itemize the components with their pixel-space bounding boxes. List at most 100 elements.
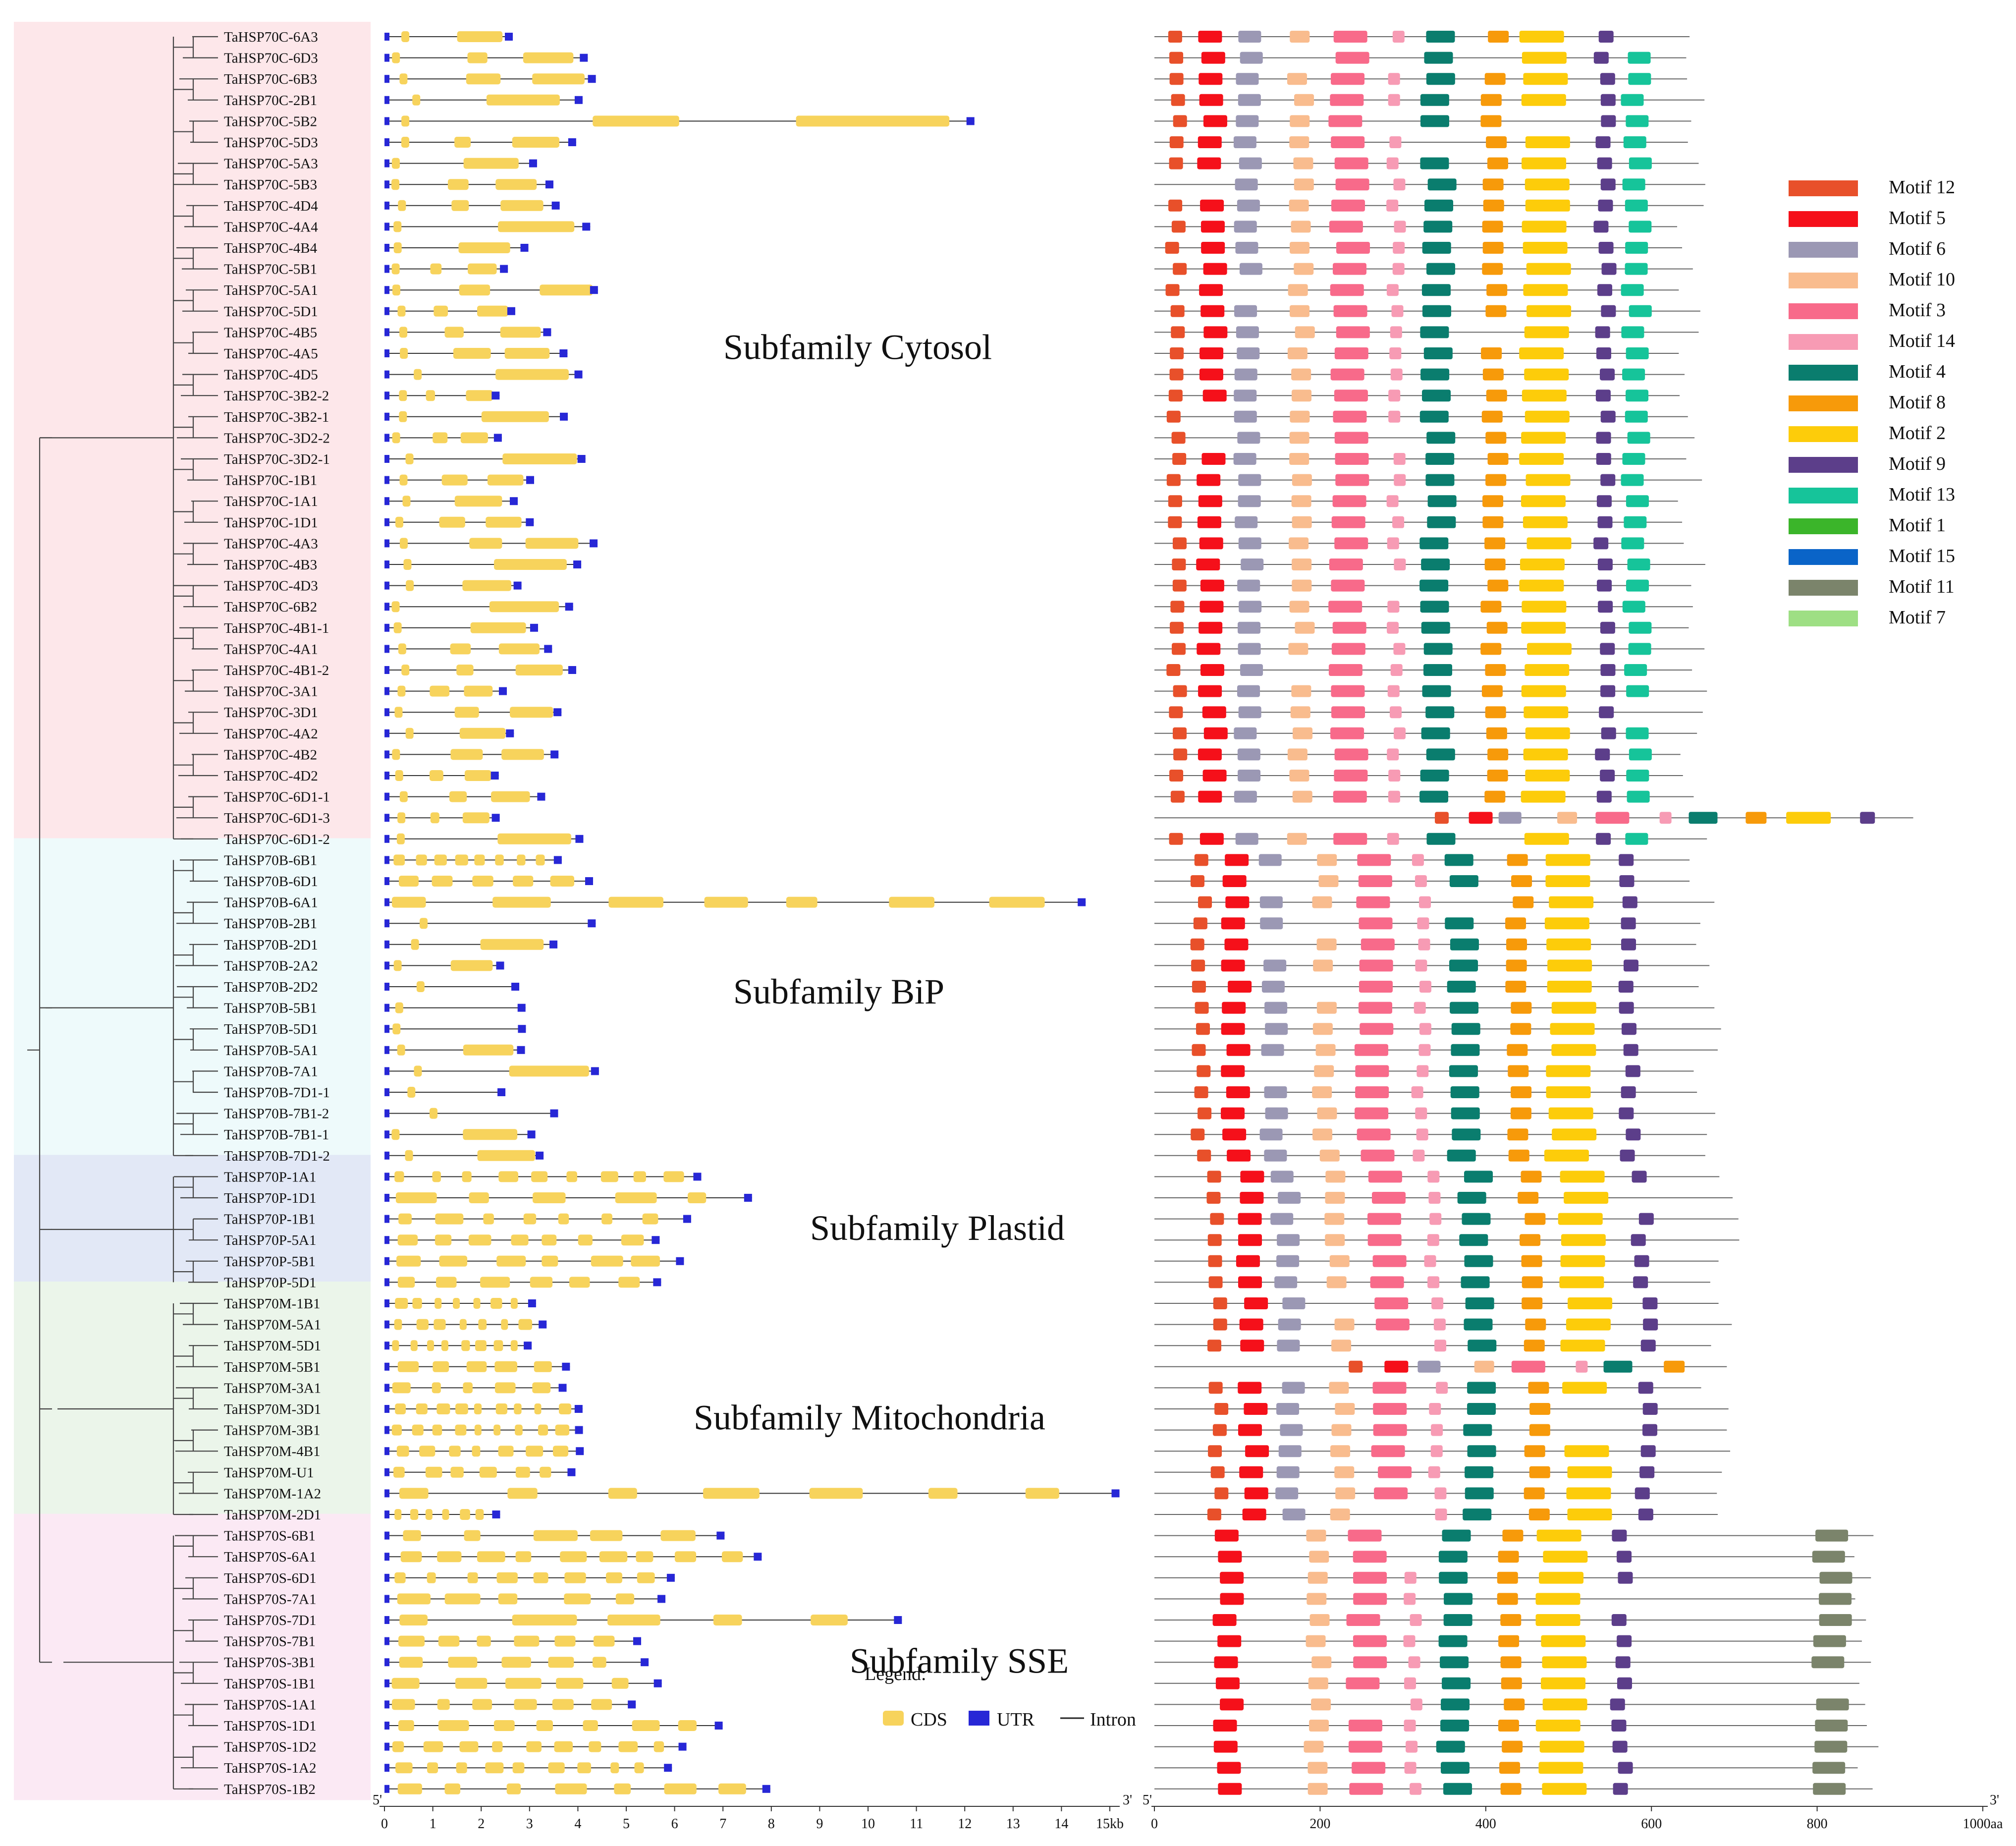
cds-exon	[518, 1319, 532, 1330]
motif-3	[1367, 1234, 1402, 1246]
motif-13	[1629, 621, 1652, 634]
motif-13	[1626, 347, 1649, 359]
subfamily-title-bip: Subfamily BiP	[733, 972, 944, 1011]
motif-2	[1547, 959, 1592, 972]
motif-5	[1221, 959, 1245, 972]
cds-exon	[450, 749, 483, 760]
motif-12	[1169, 157, 1183, 169]
motif-3	[1348, 1720, 1382, 1732]
motif-2	[1560, 1171, 1605, 1183]
motif-5	[1227, 1149, 1251, 1162]
motif-3	[1335, 178, 1369, 191]
gene-axis-tick-label: 7	[719, 1816, 726, 1832]
motif-8	[1482, 495, 1504, 507]
motif-6	[1234, 221, 1257, 233]
cds-exon	[400, 348, 408, 359]
utr-5	[384, 349, 389, 357]
cds-exon	[485, 1762, 504, 1774]
cds-exon	[660, 1530, 696, 1541]
cds-exon	[392, 432, 400, 444]
motif-6	[1238, 706, 1261, 719]
gene-label: TaHSP70C-3B2-2	[224, 388, 329, 404]
motif-6	[1234, 727, 1257, 739]
cds-exon	[889, 896, 934, 908]
motif-14	[1393, 643, 1406, 655]
motif-9	[1598, 601, 1613, 613]
cds-exon	[498, 1446, 514, 1457]
gene-label: TaHSP70S-6A1	[224, 1549, 317, 1565]
motif-row	[1154, 790, 1694, 803]
gene-structure-row	[384, 1446, 584, 1457]
motif-5	[1200, 305, 1225, 317]
cds-exon	[444, 1593, 481, 1605]
cds-exon	[494, 1361, 517, 1372]
motif-6	[1278, 1445, 1302, 1457]
cds-exon	[405, 727, 414, 739]
utr-3	[641, 1658, 649, 1667]
cds-exon	[473, 1298, 481, 1309]
gene-label: TaHSP70C-5B3	[224, 177, 317, 193]
cds-exon	[721, 1551, 743, 1563]
cds-exon	[416, 1319, 429, 1330]
cds-exon	[463, 158, 519, 169]
motif-4	[1420, 770, 1449, 782]
gene-label: TaHSP70P-5B1	[224, 1254, 316, 1270]
cds-exon	[419, 1446, 436, 1457]
cds-exon	[553, 1446, 569, 1457]
motif-3	[1375, 1318, 1410, 1331]
gene-label: TaHSP70C-3B2-1	[224, 409, 329, 425]
motif-axis-tick-label: 200	[1309, 1816, 1330, 1832]
utr-5	[384, 370, 389, 379]
cds-exon	[583, 1720, 598, 1731]
gene-structure-row	[384, 1023, 526, 1035]
motif-6	[1264, 1149, 1287, 1162]
motif-10	[1325, 1192, 1345, 1204]
motif-12	[1172, 453, 1187, 465]
motif-14	[1390, 326, 1402, 338]
cds-exon	[393, 1466, 405, 1478]
gene-structure-row	[384, 1551, 762, 1563]
motif-3	[1357, 854, 1391, 866]
motif-2	[1564, 1192, 1609, 1204]
motif-2	[1523, 284, 1568, 296]
motif-10	[1324, 1213, 1345, 1225]
motif-10	[1317, 854, 1337, 866]
motif-12	[1170, 601, 1185, 613]
motif-14	[1404, 1571, 1417, 1584]
motif-8	[1504, 1698, 1525, 1711]
motif-8	[1522, 1276, 1543, 1288]
cds-exon	[532, 73, 585, 85]
utr-5	[384, 581, 389, 590]
motif-8	[1487, 579, 1509, 592]
motif-9	[1601, 305, 1616, 317]
utr-3	[633, 1637, 642, 1645]
gene-axis-tick-label: 3	[526, 1816, 533, 1832]
gene-axis-start: 5'	[373, 1792, 382, 1808]
cds-exon	[615, 1593, 635, 1605]
motif-12	[1191, 1128, 1205, 1141]
motif-10	[1287, 833, 1307, 845]
motif-3	[1367, 1213, 1402, 1225]
cds-exon	[450, 1466, 464, 1478]
motif-10	[1474, 1360, 1494, 1373]
cds-exon	[430, 685, 450, 697]
utr-5	[384, 159, 389, 168]
gene-label: TaHSP70P-1A1	[224, 1169, 317, 1185]
motif-structures	[1154, 31, 1913, 1795]
motif-14	[1419, 981, 1431, 993]
motif-5	[1202, 390, 1227, 402]
gene-axis-tick-label: 9	[816, 1816, 823, 1832]
cds-exon	[678, 1720, 697, 1731]
cds-exon	[393, 221, 402, 232]
utr-5	[384, 1384, 389, 1392]
cds-exon	[459, 1741, 479, 1752]
motif-5	[1197, 516, 1221, 528]
motif-4	[1459, 1234, 1488, 1246]
gene-label: TaHSP70S-1A2	[224, 1760, 317, 1776]
gene-label: TaHSP70S-1D1	[224, 1718, 317, 1734]
motif-14	[1404, 1762, 1417, 1774]
motif-6	[1237, 347, 1260, 359]
cds-exon	[632, 1720, 660, 1731]
gene-label: TaHSP70C-4A2	[224, 726, 318, 742]
cds-exon	[397, 1361, 419, 1372]
